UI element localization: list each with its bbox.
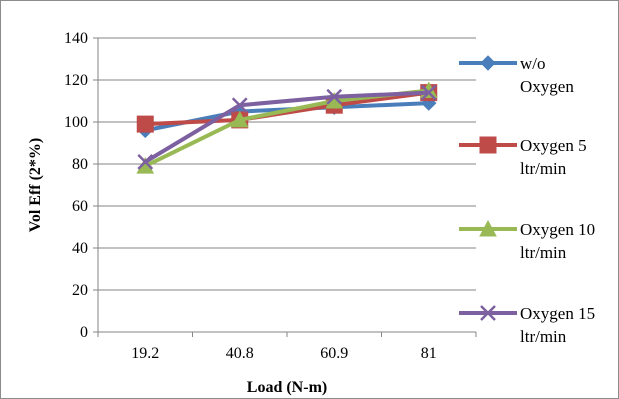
legend-entry: w/o Oxygen	[459, 54, 574, 96]
legend-label: Oxygen 10	[520, 220, 595, 239]
x-axis-title: Load (N-m)	[247, 379, 327, 396]
legend-label: Oxygen	[520, 77, 574, 96]
legend-entry: Oxygen 5 ltr/min	[459, 136, 587, 178]
legend-entry: Oxygen 15 ltr/min	[459, 304, 595, 346]
y-tick-label: 80	[72, 156, 88, 173]
y-tick-label: 100	[64, 114, 88, 131]
legend-marker	[480, 305, 496, 321]
data-point	[136, 115, 154, 133]
legend-label: w/o	[520, 54, 546, 73]
x-tick-label: 81	[421, 345, 437, 362]
data-point	[137, 154, 154, 170]
x-tick-label: 60.9	[320, 345, 348, 362]
legend-label: Oxygen 5	[520, 136, 587, 155]
y-axis-title: Vol Eff (2*%)	[27, 138, 44, 233]
legend-marker	[479, 136, 497, 154]
y-tick-label: 40	[72, 240, 88, 257]
series-line	[144, 90, 429, 164]
x-tick-label: 40.8	[226, 345, 254, 362]
legend-label: ltr/min	[520, 327, 567, 346]
series-line	[145, 90, 430, 127]
legend-label: Oxygen 15	[520, 304, 595, 323]
data-point	[230, 110, 249, 128]
data-point	[326, 88, 343, 105]
legend-entry: Oxygen 10 ltr/min	[459, 219, 595, 262]
y-tick-label: 60	[72, 198, 88, 215]
y-tick-label: 20	[72, 282, 88, 299]
y-tick-label: 120	[64, 72, 88, 89]
legend-label: ltr/min	[520, 243, 567, 262]
data-point	[420, 84, 437, 101]
legend-label: ltr/min	[520, 159, 567, 178]
series-line	[144, 101, 429, 133]
legend-marker	[480, 55, 496, 71]
legend-marker	[479, 219, 497, 237]
series-4	[137, 84, 437, 170]
y-tick-label: 140	[64, 30, 88, 47]
y-tick-label: 0	[80, 324, 88, 341]
data-point	[231, 97, 248, 114]
x-tick-label: 19.2	[131, 345, 159, 362]
